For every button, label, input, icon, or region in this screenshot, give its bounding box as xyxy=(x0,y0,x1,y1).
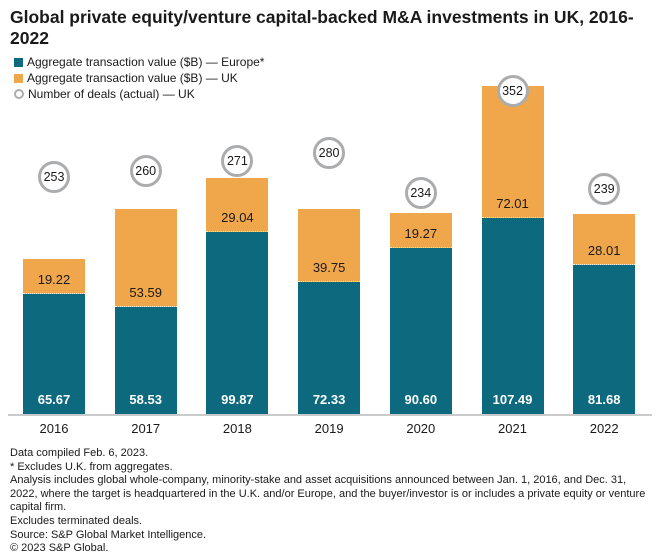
bar-value-label-uk: 28.01 xyxy=(587,242,621,258)
x-axis-line xyxy=(8,414,652,416)
footnote-line: Analysis includes global whole-company, … xyxy=(10,474,646,514)
legend-label-deals: Number of deals (actual) — UK xyxy=(28,87,195,101)
page-title: Global private equity/venture capital-ba… xyxy=(10,7,634,48)
legend-label-europe: Aggregate transaction value ($B) — Europ… xyxy=(27,55,265,69)
bar-value-label-europe: 72.33 xyxy=(312,392,346,407)
year-label: 2018 xyxy=(222,421,252,436)
bar-segment-uk xyxy=(206,178,269,232)
bar-segment-europe xyxy=(481,217,544,414)
legend-item-uk: Aggregate transaction value ($B) — UK xyxy=(14,70,264,86)
bar-segment-europe xyxy=(206,231,269,414)
footnote-line: * Excludes U.K. from aggregates. xyxy=(10,460,173,473)
footnote-line: Excludes terminated deals. xyxy=(10,514,143,527)
year-label: 2021 xyxy=(498,421,527,436)
bar-segment-europe xyxy=(389,248,452,414)
bar-value-label-europe: 81.68 xyxy=(587,392,621,407)
deals-badge: 352 xyxy=(496,75,529,108)
year-label: 2016 xyxy=(39,421,69,436)
deals-badge: 271 xyxy=(221,145,254,178)
europe-swatch-icon xyxy=(14,57,23,67)
legend-item-deals: Number of deals (actual) — UK xyxy=(14,86,264,102)
uk-swatch-icon xyxy=(14,73,23,83)
bar-value-label-uk: 39.75 xyxy=(312,259,346,275)
bar-segment-uk xyxy=(481,86,544,218)
bar-value-label-uk: 29.04 xyxy=(221,209,254,225)
bar-segment-uk xyxy=(298,209,361,282)
year-label: 2020 xyxy=(406,421,436,436)
legend-item-europe: Aggregate transaction value ($B) — Europ… xyxy=(14,54,264,70)
bar-segment-uk xyxy=(114,209,177,308)
deals-badge: 280 xyxy=(313,137,346,170)
bar-segment-europe xyxy=(114,307,177,414)
bar-value-label-europe: 99.87 xyxy=(221,392,254,407)
bar-segment-uk xyxy=(23,258,85,294)
footnote-line: © 2023 S&P Global. xyxy=(10,542,109,555)
year-label: 2017 xyxy=(131,421,161,436)
bar-segment-europe xyxy=(23,294,85,414)
footnotes: Data compiled Feb. 6, 2023. * Excludes U… xyxy=(10,447,652,556)
deals-badge: 260 xyxy=(129,154,162,187)
bar-value-label-europe: 107.49 xyxy=(492,392,533,407)
bar-value-label-uk: 19.22 xyxy=(37,272,71,288)
deals-badge: 239 xyxy=(588,172,621,205)
deals-ring-icon xyxy=(14,89,24,99)
bar-value-label-europe: 90.60 xyxy=(404,392,438,407)
bar-value-label-uk: 72.01 xyxy=(496,195,529,211)
bar-value-label-europe: 58.53 xyxy=(129,392,162,407)
bar-segment-europe xyxy=(298,281,361,414)
bar-value-label-europe: 65.67 xyxy=(37,392,71,407)
bar-segment-europe xyxy=(573,264,636,414)
legend-label-uk: Aggregate transaction value ($B) — UK xyxy=(27,71,238,85)
bar-segment-uk xyxy=(573,213,636,265)
bar-segment-uk xyxy=(389,213,452,249)
footnote-line: Data compiled Feb. 6, 2023. xyxy=(10,447,149,459)
deals-badge: 253 xyxy=(38,160,70,193)
deals-badge: 234 xyxy=(404,177,437,210)
legend: Aggregate transaction value ($B) — Europ… xyxy=(14,54,264,102)
year-label: 2022 xyxy=(589,421,619,436)
footnote-line: Source: S&P Global Market Intelligence. xyxy=(10,528,207,541)
bar-value-label-uk: 19.27 xyxy=(404,226,438,242)
year-label: 2019 xyxy=(314,421,344,436)
bar-value-label-uk: 53.59 xyxy=(129,285,162,301)
